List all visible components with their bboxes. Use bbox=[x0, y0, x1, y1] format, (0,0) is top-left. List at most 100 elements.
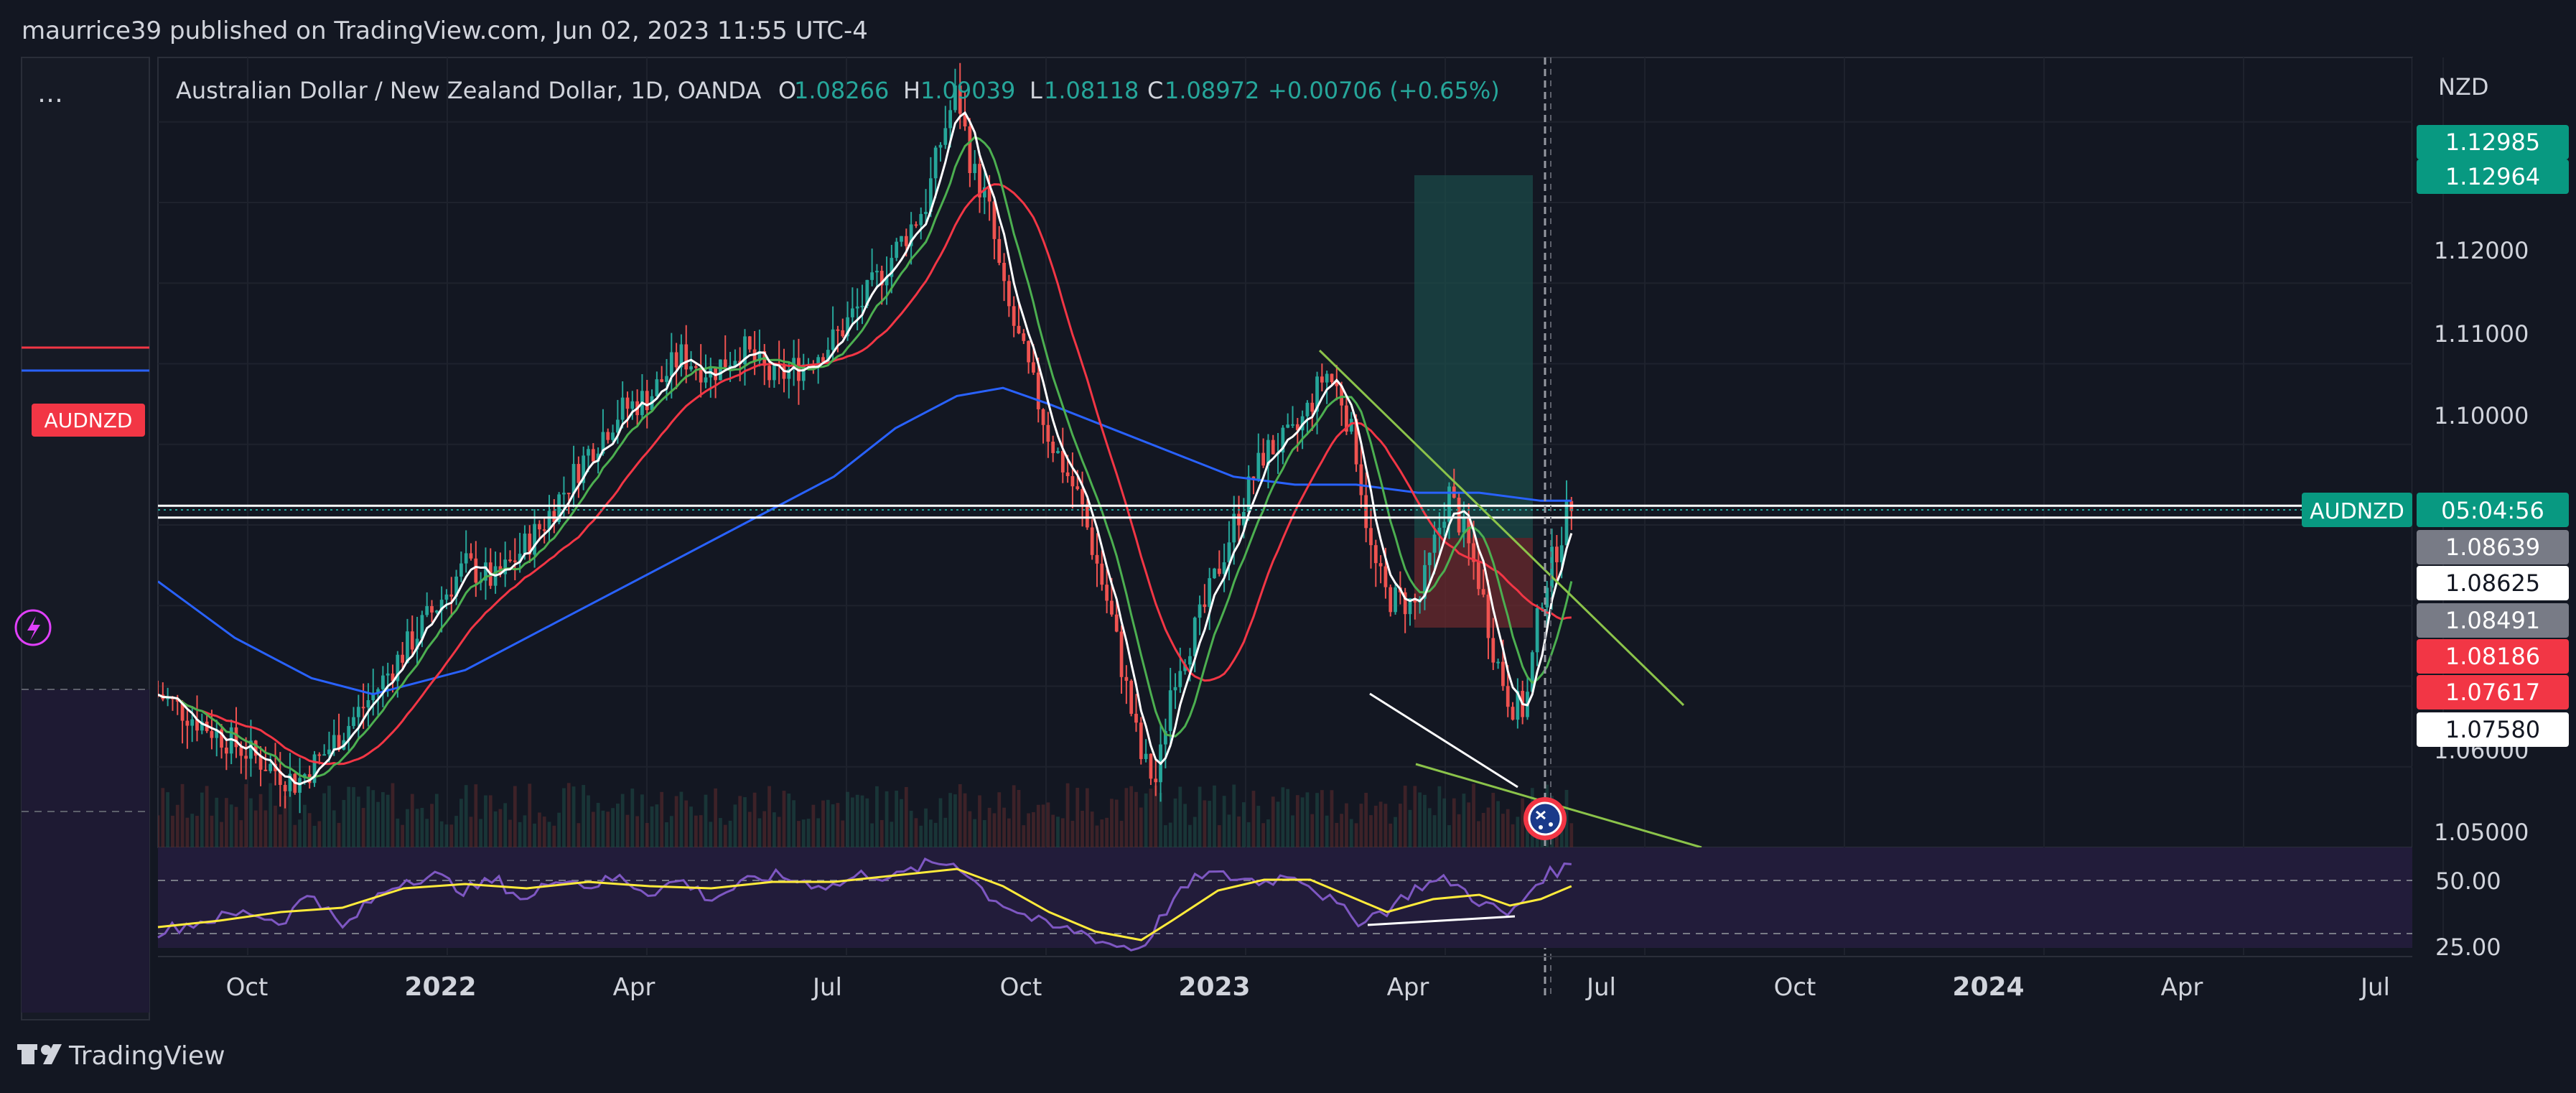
candle-body bbox=[185, 720, 190, 726]
volume-bar bbox=[846, 791, 849, 847]
volume-bar bbox=[645, 822, 649, 847]
volume-bar bbox=[503, 803, 508, 847]
volume-bar bbox=[1081, 811, 1084, 847]
volume-bar bbox=[767, 786, 771, 847]
volume-bar bbox=[1369, 815, 1373, 847]
volume-bar bbox=[488, 795, 493, 847]
lightning-alert-icon[interactable] bbox=[14, 609, 52, 646]
candle-body bbox=[381, 675, 385, 689]
left-symbol-badge-text: AUDNZD bbox=[45, 409, 133, 432]
candle-body bbox=[982, 187, 986, 197]
volume-bar bbox=[630, 789, 635, 847]
candle-body bbox=[1369, 528, 1373, 546]
volume-bar bbox=[1305, 792, 1310, 847]
candle-body bbox=[547, 511, 551, 530]
candle-body bbox=[391, 673, 395, 682]
volume-bar bbox=[1335, 822, 1339, 847]
candle-body bbox=[278, 771, 282, 786]
volume-bar bbox=[1105, 817, 1109, 847]
volume-bar bbox=[1295, 795, 1299, 847]
volume-bar bbox=[615, 804, 620, 847]
candle-body bbox=[1178, 671, 1182, 687]
candle-body bbox=[1305, 402, 1310, 417]
legend-close-value: 1.08972 bbox=[1165, 77, 1259, 104]
volume-bar bbox=[1559, 821, 1564, 847]
volume-bar bbox=[1095, 825, 1099, 847]
candle-body bbox=[904, 236, 908, 246]
candle-body bbox=[533, 524, 536, 555]
volume-bar bbox=[660, 791, 664, 847]
volume-bar bbox=[322, 793, 326, 847]
candle-body bbox=[180, 701, 185, 721]
candle-body bbox=[371, 692, 375, 700]
candle-body bbox=[895, 241, 899, 259]
volume-bar bbox=[1408, 809, 1412, 847]
tradingview-logo: TradingView bbox=[17, 1041, 225, 1071]
volume-bar bbox=[953, 794, 957, 847]
candle-body bbox=[1501, 661, 1505, 687]
candle-body bbox=[420, 615, 424, 639]
price-axis[interactable]: NZD 1.120001.110001.100001.060001.050001… bbox=[2302, 73, 2569, 961]
candle-body bbox=[1056, 450, 1060, 453]
candle-body bbox=[1516, 690, 1520, 720]
candle-body bbox=[1394, 587, 1397, 613]
volume-bar bbox=[914, 818, 918, 847]
candle-body bbox=[1041, 409, 1045, 425]
volume-bar bbox=[1457, 814, 1461, 847]
rsi-tick-label: 25.00 bbox=[2435, 934, 2501, 961]
candle-body bbox=[1427, 552, 1432, 565]
time-tick-label: Jul bbox=[2359, 973, 2390, 1002]
volume-bar bbox=[1027, 813, 1030, 847]
candle-body bbox=[728, 366, 732, 368]
candle-body bbox=[1432, 534, 1437, 553]
candle-body bbox=[928, 178, 933, 212]
volume-bar bbox=[356, 796, 360, 847]
australia-event-icon[interactable] bbox=[1523, 797, 1567, 840]
volume-bar bbox=[352, 787, 355, 847]
candle-body bbox=[909, 224, 913, 246]
volume-bar bbox=[1163, 825, 1167, 847]
volume-bar bbox=[190, 814, 195, 847]
volume-bar bbox=[704, 794, 708, 847]
candle-body bbox=[865, 279, 869, 306]
candle-body bbox=[513, 560, 517, 562]
price-label-badge bbox=[2417, 712, 2569, 747]
current-symbol-badge bbox=[2302, 493, 2412, 527]
volume-bar bbox=[229, 804, 233, 847]
volume-bar bbox=[557, 812, 561, 847]
candle-body bbox=[948, 110, 952, 129]
volume-bar bbox=[669, 816, 673, 847]
candle-body bbox=[469, 553, 473, 559]
candle-body bbox=[582, 455, 586, 483]
volume-bar bbox=[679, 791, 683, 847]
candle-body bbox=[772, 364, 776, 381]
candle-body bbox=[885, 276, 889, 286]
candle-body bbox=[562, 493, 566, 495]
candle-body bbox=[1065, 472, 1070, 477]
price-label-badge bbox=[2417, 125, 2569, 159]
candle-body bbox=[1320, 376, 1324, 383]
candle-body bbox=[410, 631, 414, 650]
volume-bar bbox=[1491, 792, 1495, 847]
menu-dots-icon[interactable]: … bbox=[37, 79, 63, 108]
volume-bar bbox=[924, 808, 928, 847]
volume-bar bbox=[1354, 823, 1358, 847]
candle-body bbox=[1383, 566, 1388, 587]
volume-bar bbox=[650, 806, 654, 847]
volume-bar bbox=[582, 785, 586, 847]
volume-bar bbox=[1046, 802, 1050, 847]
time-axis[interactable]: Oct 2022 Apr Jul Oct 2023 Apr Jul Oct 2024 Apr Jul bbox=[158, 956, 2412, 1002]
candle-body bbox=[767, 366, 771, 381]
candle-body bbox=[855, 306, 859, 309]
price-label-badge bbox=[2417, 675, 2569, 710]
volume-bar bbox=[1418, 792, 1422, 847]
volume-bar bbox=[220, 822, 223, 847]
volume-bar bbox=[420, 807, 424, 847]
volume-bar bbox=[1090, 811, 1094, 847]
candle-body bbox=[253, 740, 258, 756]
price-tick-label: 1.10000 bbox=[2434, 402, 2529, 429]
volume-bar bbox=[606, 811, 610, 847]
volume-bar bbox=[1340, 814, 1343, 847]
candle-body bbox=[850, 308, 854, 317]
price-label-text: 1.12964 bbox=[2445, 163, 2540, 190]
